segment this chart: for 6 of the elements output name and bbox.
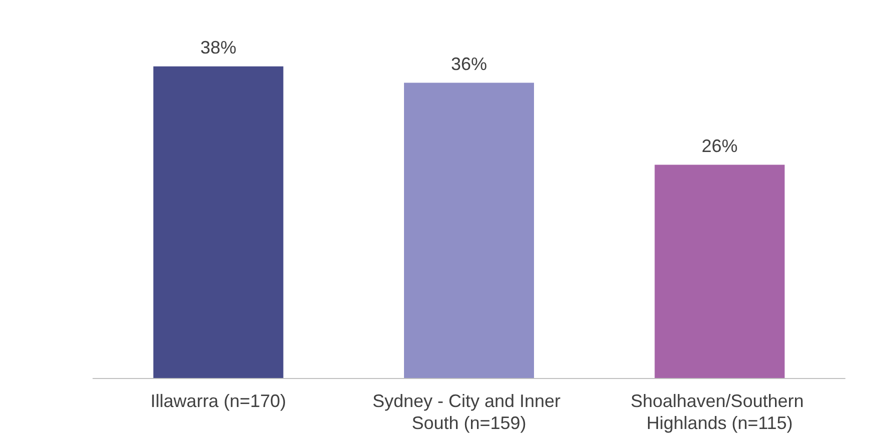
data-label: 36%: [450, 54, 488, 74]
x-tick-label: Shoalhaven/Southern Highlands (n=115): [630, 391, 809, 433]
x-tick-label: Sydney - City and Inner South (n=159): [372, 391, 566, 433]
x-tick-label: Illawarra (n=170): [150, 391, 286, 411]
data-label: 26%: [702, 136, 738, 156]
data-label: 38%: [200, 37, 236, 58]
